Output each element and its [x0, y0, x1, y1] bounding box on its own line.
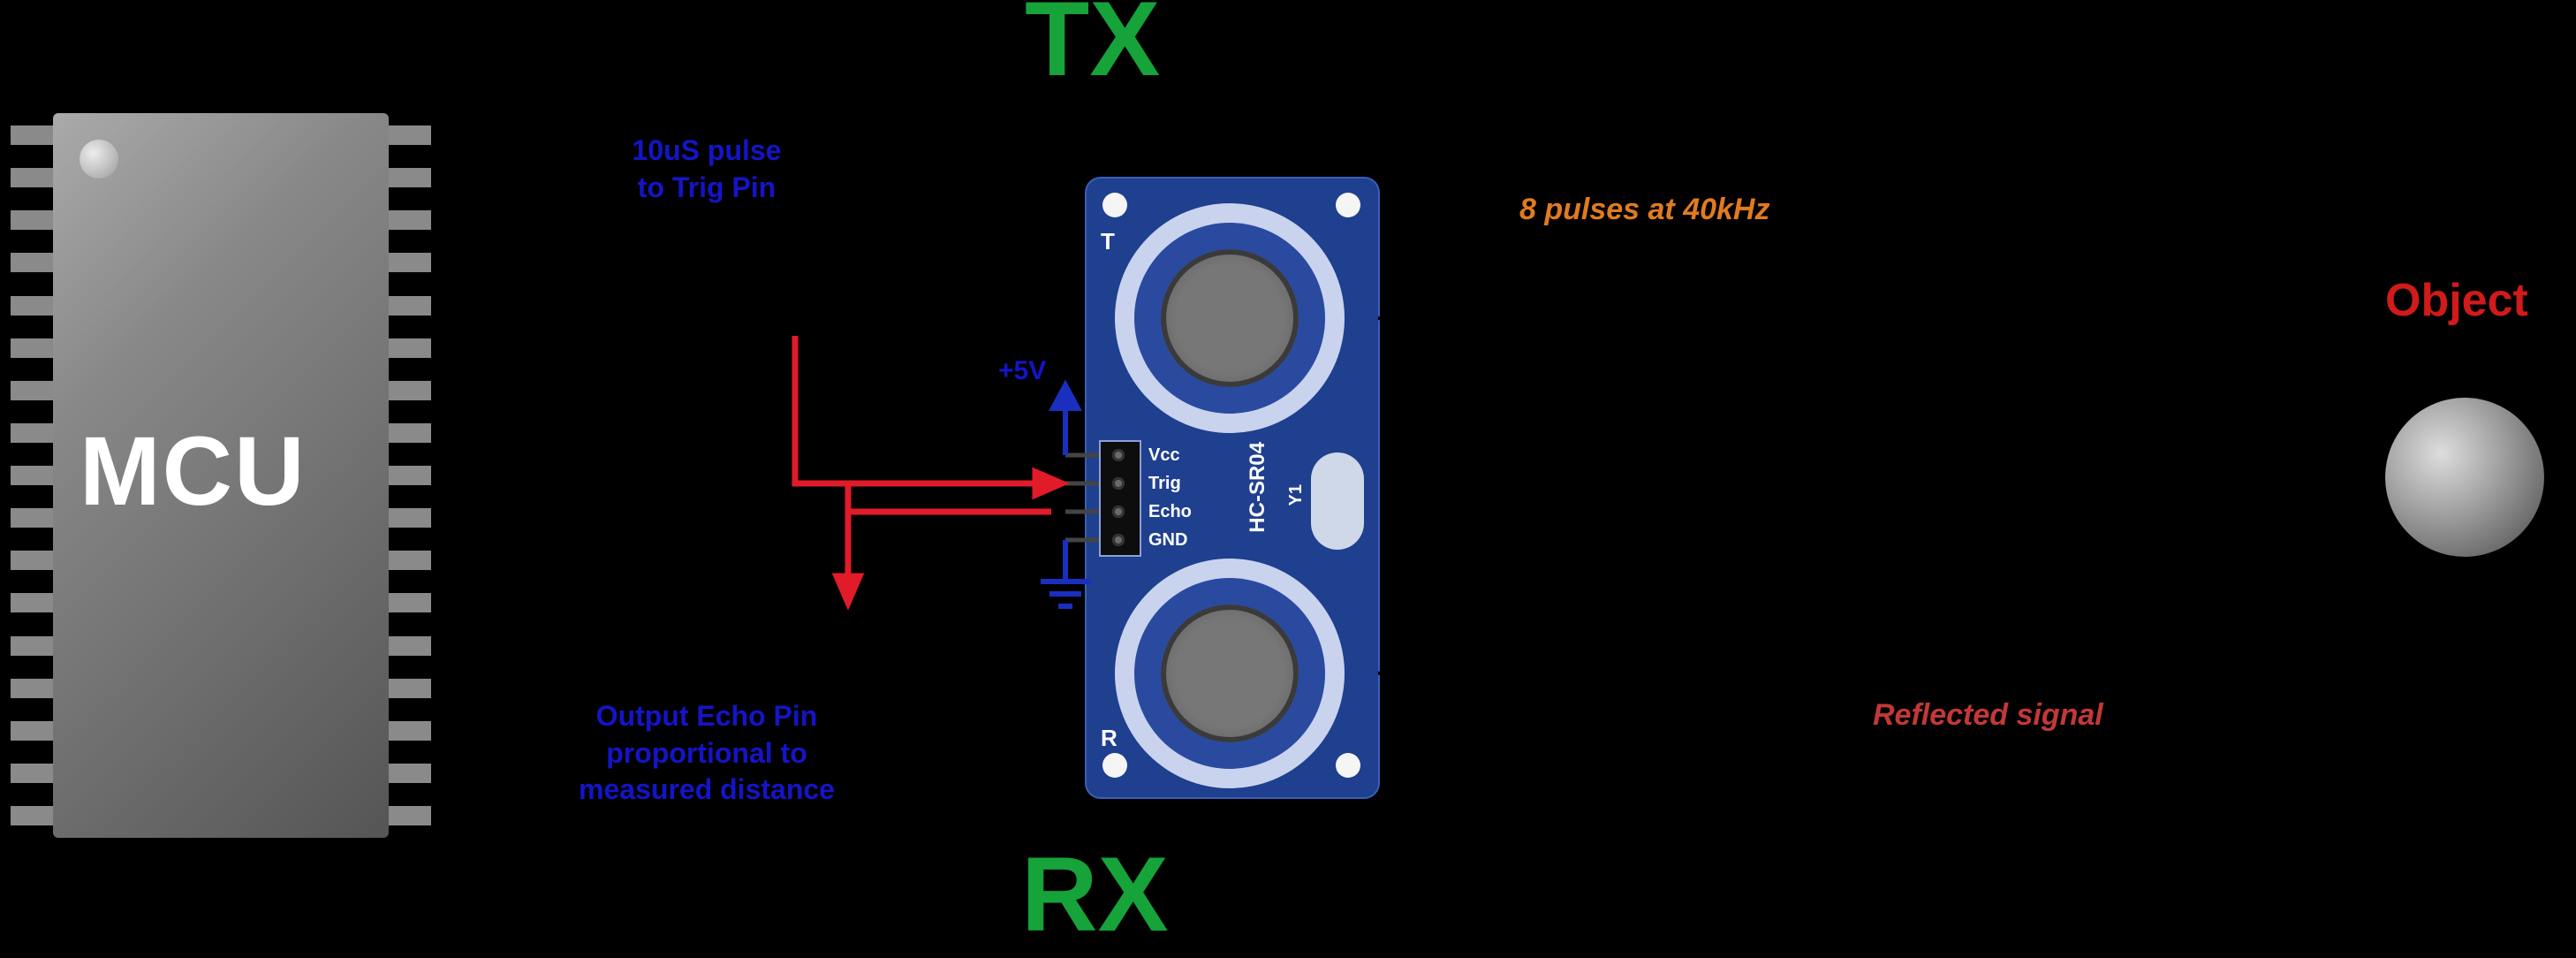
trig-arrow [795, 336, 1062, 495]
pulse-burst [1477, 284, 2027, 642]
overlay-svg [0, 0, 2576, 958]
vcc-arrow [1053, 385, 1078, 455]
tx-sound-line [1378, 318, 2385, 451]
echo-wire [848, 483, 1051, 512]
echo-arrow [837, 483, 1051, 603]
pin-stubs [1065, 455, 1099, 540]
diagram-stage: MCU TX RX 10uS pulse to Trig Pin Output … [0, 0, 2576, 958]
gnd-symbol [1041, 540, 1090, 606]
